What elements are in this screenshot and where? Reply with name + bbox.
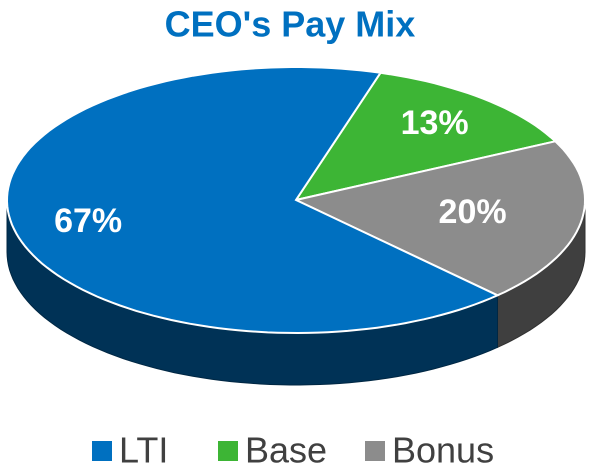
chart-title: CEO's Pay Mix [165,4,416,45]
data-labels: 13% 20% 67% [54,104,506,240]
legend-swatch [92,441,112,461]
data-label: 20% [439,193,507,231]
data-label: 67% [54,202,122,240]
slice [292,140,587,297]
data-label: 13% [401,104,469,142]
pie-tops [5,66,587,335]
legend-label: Bonus [392,430,494,471]
legend-label: LTI [119,430,168,471]
legend-label: Base [245,430,327,471]
legend-swatch [218,441,238,461]
legend-swatch [365,441,385,461]
slice [5,66,500,335]
slice [293,71,558,202]
legend: LTI Base Bonus [92,430,494,471]
